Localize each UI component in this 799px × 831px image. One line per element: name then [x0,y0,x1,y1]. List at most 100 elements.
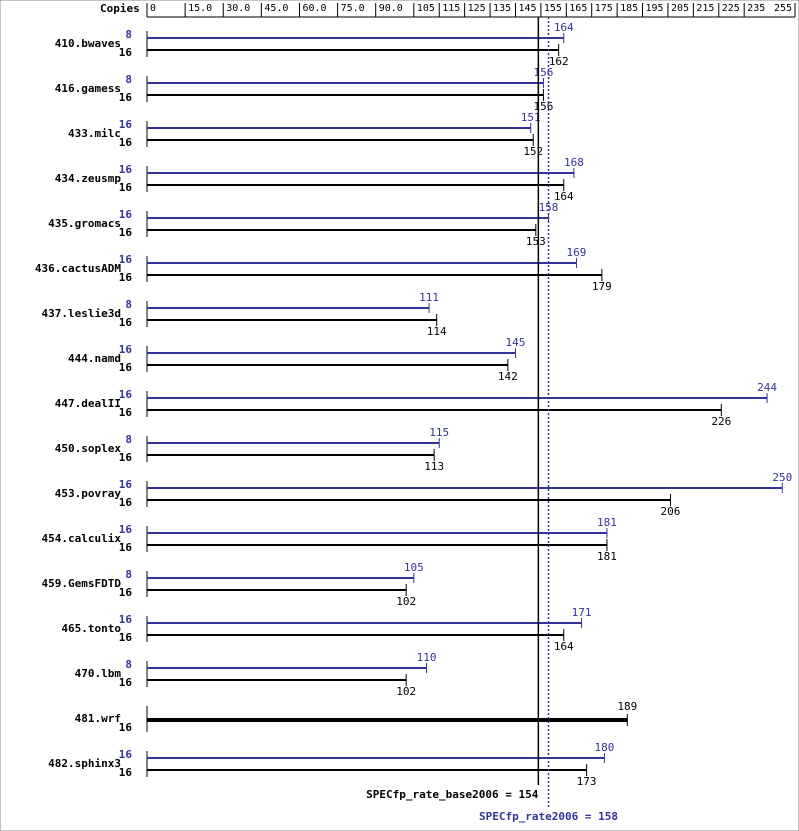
copies-label: 8 [125,658,132,671]
copies-label: 16 [119,721,133,734]
value-label: 169 [567,246,587,259]
value-label: 158 [539,201,559,214]
value-label: 153 [526,235,546,248]
category-label: 410.bwaves [55,37,121,50]
bar [147,622,582,624]
copies-label: 16 [119,406,133,419]
copies-label: 16 [119,478,133,491]
bar [147,409,722,411]
copies-label: 16 [119,451,133,464]
reference-label: SPECfp_rate2006 = 158 [479,810,618,823]
copies-label: 8 [125,433,132,446]
x-tick-label: 145 [518,3,536,14]
bar [147,442,440,444]
copies-label: 16 [119,253,133,266]
copies-label: 16 [119,676,133,689]
bar [147,184,564,186]
value-label: 189 [617,700,637,713]
copies-label: 16 [119,361,133,374]
x-tick-label: 165 [569,3,587,14]
x-tick-label: 90.0 [379,3,403,14]
copies-label: 16 [119,316,133,329]
category-label: 435.gromacs [48,217,121,230]
bar [147,397,768,399]
bar [147,274,602,276]
category-label: 444.namd [68,352,121,365]
bar [147,769,587,771]
category-label: 450.soplex [55,442,122,455]
value-label: 180 [594,741,614,754]
axis-label: Copies [100,2,140,15]
value-label: 115 [429,426,449,439]
category-label: 416.gamess [55,82,121,95]
category-label: 481.wrf [75,712,121,725]
category-label: 454.calculix [42,532,122,545]
value-label: 110 [417,651,437,664]
copies-label: 16 [119,226,133,239]
category-label: 482.sphinx3 [48,757,121,770]
x-tick-label: 175 [595,3,613,14]
copies-label: 16 [119,586,133,599]
category-label: 459.GemsFDTD [42,577,122,590]
copies-label: 16 [119,163,133,176]
value-label: 226 [711,415,731,428]
value-label: 181 [597,516,617,529]
x-tick-label: 75.0 [341,3,365,14]
value-label: 142 [498,370,518,383]
bar [147,667,427,669]
bar [147,307,430,309]
copies-label: 16 [119,631,133,644]
value-label: 152 [523,145,543,158]
bar [147,82,544,84]
category-label: 436.cactusADM [35,262,121,275]
value-label: 244 [757,381,777,394]
x-tick-label: 205 [671,3,689,14]
bar [147,718,628,722]
value-label: 164 [554,640,574,653]
copies-label: 8 [125,298,132,311]
copies-label: 16 [119,748,133,761]
bar [147,544,607,546]
value-label: 171 [572,606,592,619]
copies-label: 16 [119,496,133,509]
category-label: 437.leslie3d [42,307,121,320]
value-label: 145 [506,336,526,349]
copies-label: 16 [119,181,133,194]
x-tick-label: 60.0 [302,3,326,14]
x-tick-label: 125 [468,3,486,14]
bar [147,487,783,489]
copies-label: 16 [119,136,133,149]
bar [147,352,516,354]
x-tick-label: 45.0 [264,3,288,14]
copies-label: 16 [119,343,133,356]
copies-label: 16 [119,208,133,221]
bar [147,37,564,39]
x-tick-label: 135 [493,3,511,14]
value-label: 111 [419,291,439,304]
bar [147,499,671,501]
x-tick-label: 155 [544,3,562,14]
bar [147,229,536,231]
x-tick-label: 15.0 [188,3,212,14]
value-label: 162 [549,55,569,68]
x-tick-label: 255 [774,3,792,14]
category-label: 433.milc [68,127,121,140]
bar [147,634,564,636]
bar [147,757,605,759]
bar [147,49,559,51]
copies-label: 16 [119,118,133,131]
bar [147,454,435,456]
x-tick-label: 215 [696,3,714,14]
value-label: 105 [404,561,424,574]
copies-label: 16 [119,541,133,554]
value-label: 181 [597,550,617,563]
x-tick-label: 105 [417,3,435,14]
copies-label: 8 [125,28,132,41]
x-tick-label: 195 [646,3,664,14]
bar [147,589,407,591]
bar [147,127,531,129]
bar [147,532,607,534]
value-label: 173 [577,775,597,788]
